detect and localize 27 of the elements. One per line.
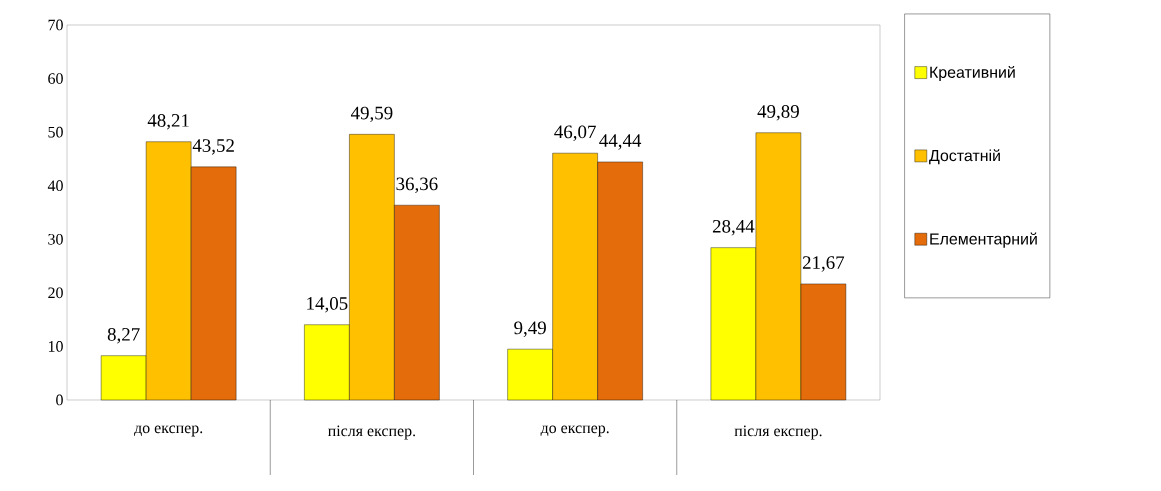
- x-tick-label: до експер.: [134, 425, 203, 437]
- y-tick-label: 10: [48, 341, 63, 352]
- y-tick-label: 70: [48, 19, 63, 31]
- legend-label: Креативний: [930, 65, 1015, 82]
- legend-label: Елементарний: [930, 232, 1037, 248]
- data-label: 49,89: [757, 105, 799, 121]
- legend-label: Достатній: [929, 149, 1000, 165]
- data-label: 28,44: [712, 219, 755, 236]
- data-label: 8,27: [107, 327, 140, 344]
- x-tick-label: після експер.: [327, 425, 416, 440]
- y-tick-label: 20: [48, 287, 63, 299]
- data-label: 48,21: [147, 114, 189, 130]
- data-label: 14,05: [307, 297, 348, 313]
- y-tick-label: 60: [48, 73, 63, 84]
- data-label: 9,49: [514, 321, 546, 337]
- y-tick-label: 40: [47, 180, 63, 192]
- data-label: 44,44: [599, 134, 642, 150]
- y-tick-label: 0: [56, 394, 63, 406]
- data-label: 46,07: [554, 125, 596, 141]
- data-label: 21,67: [802, 256, 845, 272]
- x-tick-label: після експер.: [734, 425, 822, 440]
- y-tick-label: 30: [48, 233, 63, 245]
- y-tick-label: 50: [48, 126, 63, 138]
- x-tick-label: до експер.: [540, 425, 609, 437]
- data-label: 49,59: [350, 106, 393, 123]
- data-label: 36,36: [396, 177, 438, 193]
- data-label: 43,52: [192, 139, 234, 155]
